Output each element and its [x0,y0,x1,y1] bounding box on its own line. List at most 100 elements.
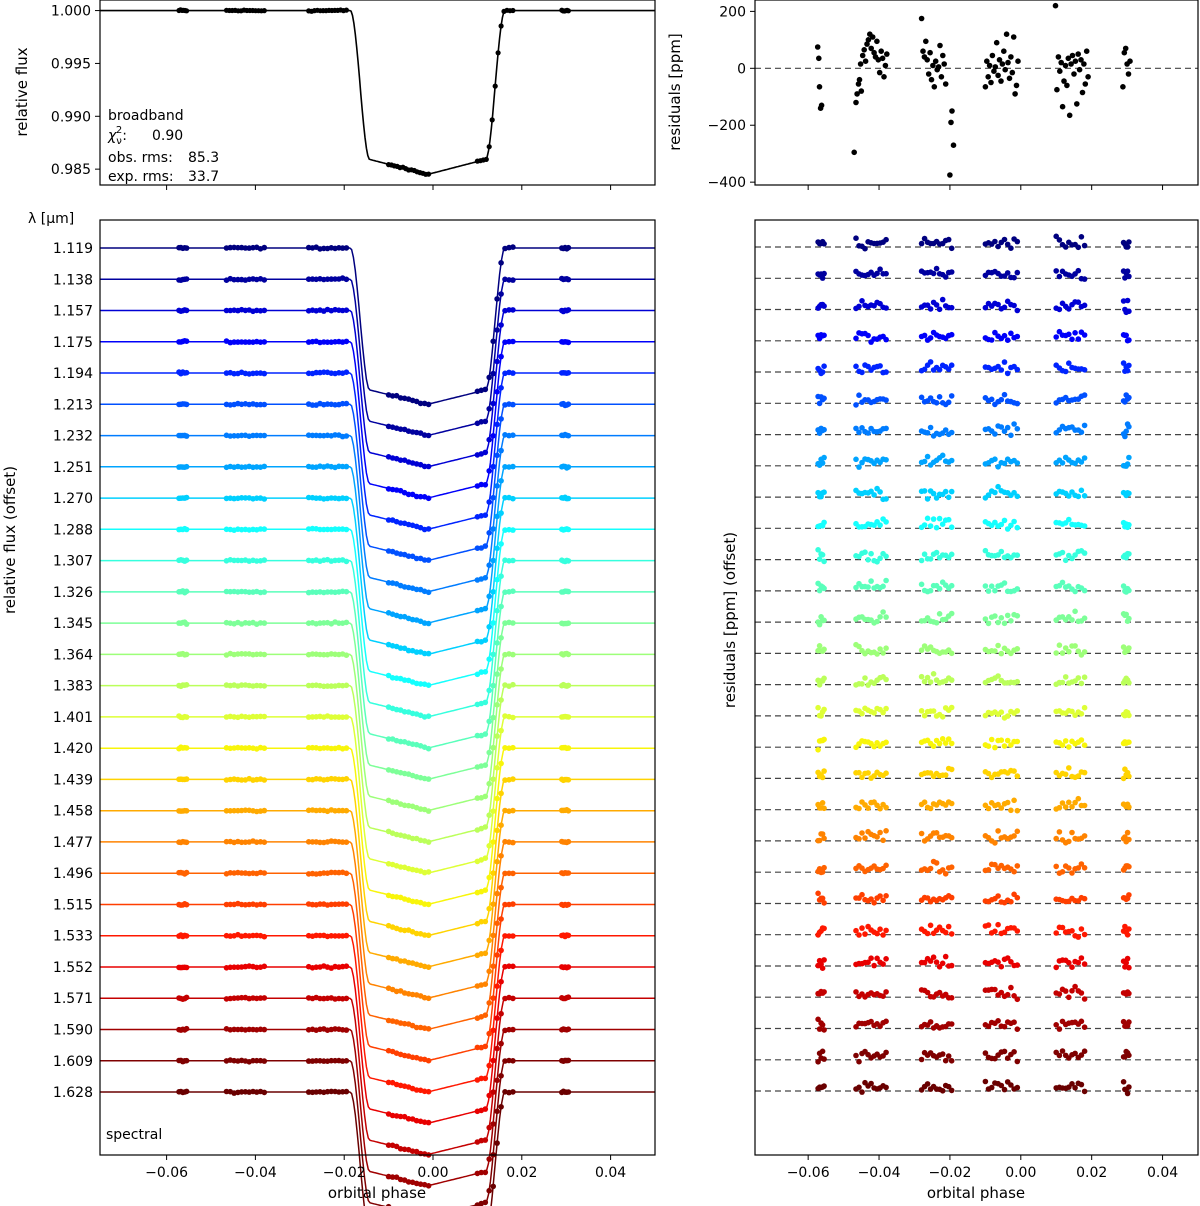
spectral-residual-point [874,930,880,937]
spectral-residual-point [998,650,1005,657]
spectral-residual-point [821,768,827,774]
spectral-data-point [494,890,500,897]
wavelength-header: λ [μm] [28,211,74,227]
spectral-residual-point [877,555,883,562]
spectral-residual-point [1004,991,1011,998]
spectral-residual-point [924,496,931,502]
spectral-residual-point [880,650,886,656]
spectral-residual-point [1014,1084,1021,1091]
spectral-residual-point [1078,459,1085,465]
broadband-data-point [489,117,495,123]
spectral-residual-point [1126,273,1132,280]
spectral-data-point [498,322,504,328]
spectral-residual-point [1126,308,1132,315]
spectral-data-point [506,870,512,877]
spectral-residual-point [1001,428,1008,435]
spectral-data-point [425,776,432,782]
spectral-residual-point [816,643,823,649]
spectral-residual-point [995,483,1001,490]
spectral-residual-point [816,621,823,628]
spectral-residual-point [1008,432,1014,439]
spectral-data-point [565,1089,572,1095]
spectral-data-point [482,543,489,549]
spectral-data-point [343,745,350,751]
spectral-residual-point [992,840,998,846]
spectral-data-point [565,651,572,658]
spectral-data-point [498,727,504,734]
spectral-residual-point [998,709,1005,715]
residual-point [1079,89,1086,96]
spectral-data-point [183,682,190,688]
spectral-residual-point [1075,795,1082,802]
spectral-residual-point [998,615,1005,621]
spectral-data-point [510,963,516,970]
spectral-residual-point [1014,307,1021,314]
spectral-residual-point [948,740,955,747]
spectral-residual-point [930,671,937,677]
wavelength-label: 1.552 [53,960,93,976]
spectral-residual-point [1014,366,1021,373]
spectral-data-point [183,933,190,939]
obs-rms-label: obs. rms: [108,150,173,166]
spectral-residual-point [862,245,868,252]
spectral-data-point [486,656,493,662]
spectral-residual-point [985,867,992,873]
spectral-data-point [261,901,268,908]
spectral-residual-point [821,900,827,906]
spectral-data-point [510,681,516,688]
spectral-residual-point [1078,429,1085,436]
spectral-data-point [421,463,428,470]
spectral-data-point [183,276,190,282]
spectral-residual-point [948,551,955,558]
spectral-model-line [100,747,655,906]
spectral-residual-point [1062,557,1069,564]
spectral-data-point [183,463,190,470]
spectral-residual-point [859,369,865,376]
spectral-residual-point [921,235,928,242]
spectral-residual-point [998,521,1005,528]
spectral-residual-point [821,303,827,309]
residual-point [1121,49,1128,56]
residual-point [868,45,874,52]
spectral-residual-point [939,867,946,873]
spectral-data-point [401,1020,408,1027]
spectral-residual-point [945,923,952,930]
spectral-data-point [343,526,350,533]
spectral-data-point [498,635,504,641]
spectral-residual-point [880,897,886,904]
spectral-residual-point [1059,650,1066,656]
spectral-lightcurves-panel: 1.119 1.138 1.157 1.175 1.194 1.213 1.232 1.251… [1,211,656,1206]
spectral-residual-point [821,736,827,743]
spectral-residual-point [918,581,925,588]
spectral-residual-point [1081,455,1088,461]
spectral-data-point [498,416,504,422]
spectral-data-point [494,952,500,958]
spectral-residual-point [1081,550,1088,556]
spectral-residual-point [1126,892,1132,898]
spectral-residual-point [942,274,949,280]
spectral-residual-point [1069,708,1075,715]
spectral-data-point [494,1045,500,1052]
wavelength-label: 1.326 [53,585,93,601]
spectral-data-point [425,901,432,908]
spectral-residual-point [948,931,955,937]
spectral-data-point [482,981,489,987]
spectral-residual-point [1126,990,1132,997]
spectral-residual-point [1001,1086,1008,1093]
spectral-data-point [494,483,500,489]
spectral-data-point [183,808,190,814]
residual-point [1083,48,1090,54]
spectral-residual-point [880,961,886,967]
spectral-residual-point [865,805,871,811]
spectral-data-point [486,593,493,600]
spectral-residual-point [1011,489,1017,496]
spectral-residual-point [853,456,859,463]
spectral-residual-point [821,519,827,526]
spectral-residual-point [995,1018,1001,1024]
spectral-residual-point [924,1081,931,1087]
spectral-residual-point [1081,1088,1088,1095]
spectral-residual-point [927,335,934,341]
spectral-residual-point [998,989,1005,996]
residual-point [1066,112,1073,119]
spectral-data-point [498,447,504,454]
